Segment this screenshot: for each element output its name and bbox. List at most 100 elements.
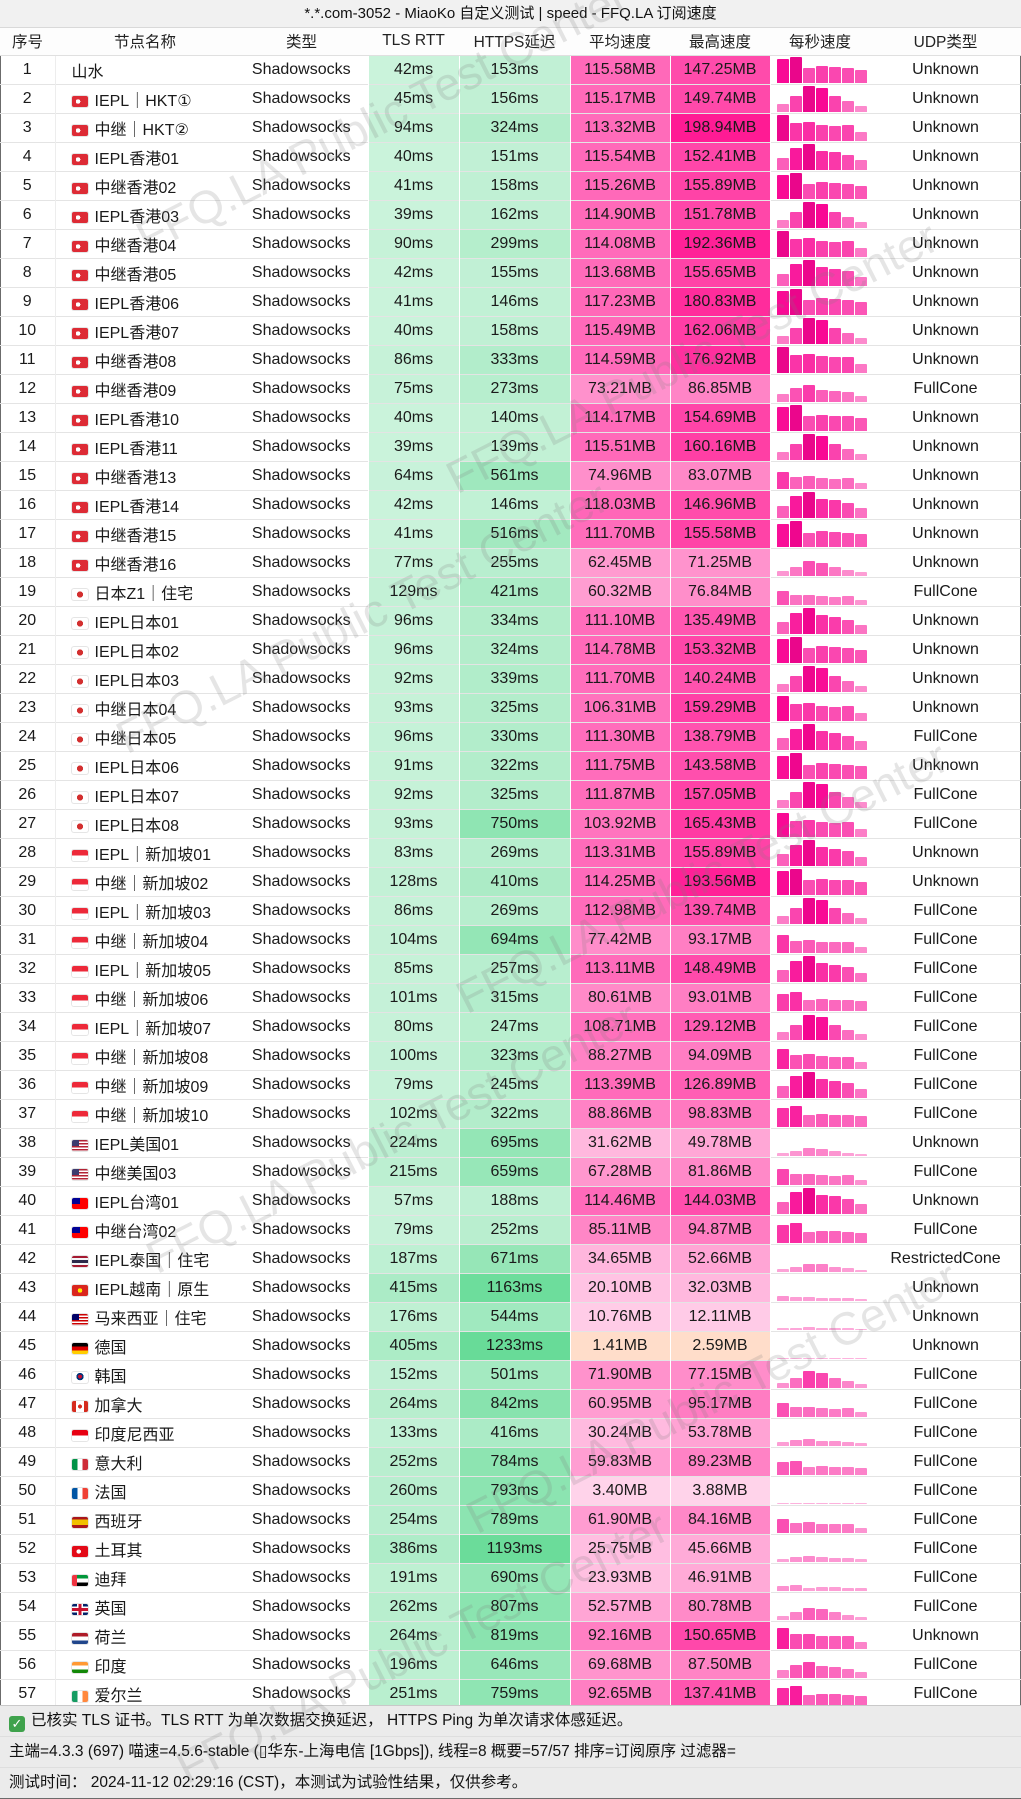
- speed-bar: [828, 1587, 841, 1591]
- speed-bar: [776, 622, 789, 634]
- per-second-speed-cell: [770, 461, 870, 490]
- https-latency-cell: 659ms: [458, 1157, 571, 1186]
- protocol-type-cell: Shadowsocks: [251, 582, 351, 600]
- checkbox-checked-icon: ✓: [9, 1716, 25, 1732]
- speed-bar: [828, 822, 841, 837]
- table-row: 32 IEPL｜新加坡05 Shadowsocks 85ms 257ms 113.11MB…: [0, 954, 1021, 983]
- node-name-text: IEPL香港01: [94, 150, 180, 168]
- speed-bar: [828, 211, 841, 228]
- row-number-cell: 17: [0, 519, 56, 548]
- node-name-cell: IEPL｜新加坡07: [55, 1012, 235, 1041]
- table-row: 53 迪拜 Shadowsocks 191ms 690ms 23.93MB 46.91MB F…: [0, 1563, 1021, 1592]
- avg-speed-cell: 59.83MB: [569, 1447, 671, 1476]
- node-name-cell: 韩国: [55, 1360, 235, 1389]
- speed-bar: [802, 384, 815, 402]
- speed-bar: [776, 871, 789, 895]
- max-speed-cell: 152.41MB: [669, 142, 771, 171]
- speed-bar: [854, 881, 867, 895]
- per-second-speed-cell: [770, 1244, 870, 1273]
- avg-speed-cell: 111.70MB: [569, 519, 671, 548]
- https-latency-cell: 819ms: [458, 1621, 571, 1650]
- node-name-cell: 中继｜新加坡06: [55, 983, 235, 1012]
- row-number-cell: 35: [0, 1041, 56, 1070]
- tls-rtt-cell: 64ms: [367, 461, 460, 490]
- https-latency-cell: 410ms: [458, 867, 571, 896]
- speed-bar: [776, 1225, 789, 1243]
- speed-bars-chart: [771, 984, 871, 1012]
- speed-bar: [815, 356, 828, 373]
- speed-bar: [802, 1231, 815, 1243]
- speed-bar: [828, 964, 841, 982]
- node-name-cell: 马来西亚｜住宅: [55, 1302, 235, 1331]
- avg-speed-cell: 114.90MB: [569, 200, 671, 229]
- speed-bar: [802, 433, 815, 460]
- speed-bars-chart: [771, 1303, 871, 1331]
- table-row: 20 IEPL日本01 Shadowsocks 96ms 334ms 111.10MB 13…: [0, 606, 1021, 635]
- max-speed-cell: 94.87MB: [669, 1215, 771, 1244]
- speed-bar: [802, 1661, 815, 1678]
- speed-bar: [815, 389, 828, 402]
- udp-type-cell: Unknown: [912, 205, 979, 223]
- node-name-text: IEPL美国01: [94, 1136, 180, 1154]
- udp-type-cell: FullCone: [913, 785, 978, 803]
- speed-bar: [789, 1106, 802, 1127]
- udp-type-cell: FullCone: [913, 379, 978, 397]
- speed-bar: [802, 703, 815, 721]
- row-number-cell: 7: [0, 229, 56, 258]
- speed-bar: [802, 1522, 815, 1533]
- speed-bar: [802, 122, 815, 141]
- protocol-type-cell: Shadowsocks: [251, 292, 351, 310]
- max-speed-cell: 49.78MB: [669, 1128, 771, 1157]
- table-row: 44 马来西亚｜住宅 Shadowsocks 176ms 544ms 10.76MB 12.…: [0, 1302, 1021, 1331]
- max-speed-cell: 192.36MB: [669, 229, 771, 258]
- speed-bar: [776, 175, 789, 199]
- udp-type-cell: FullCone: [913, 1220, 978, 1238]
- protocol-type-cell: Shadowsocks: [251, 698, 351, 716]
- speed-bar: [789, 172, 802, 199]
- row-number-cell: 9: [0, 287, 56, 316]
- per-second-speed-cell: [770, 925, 870, 954]
- node-name-cell: 印度尼西亚: [55, 1418, 235, 1447]
- speed-bar: [776, 1382, 789, 1388]
- sg-flag-icon: [71, 994, 88, 1006]
- https-latency-cell: 334ms: [458, 606, 571, 635]
- speed-bar: [854, 1179, 867, 1185]
- tls-rtt-cell: 254ms: [367, 1505, 460, 1534]
- table-row: 6 IEPL香港03 Shadowsocks 39ms 162ms 114.90MB 151…: [0, 200, 1021, 229]
- row-number-cell: 5: [0, 171, 56, 200]
- speed-bar: [828, 616, 841, 634]
- table-row: 26 IEPL日本07 Shadowsocks 92ms 325ms 111.87MB 15…: [0, 780, 1021, 809]
- speed-bars-chart: [771, 607, 871, 635]
- speed-bar: [776, 639, 789, 663]
- tls-rtt-cell: 94ms: [367, 113, 460, 142]
- node-name-cell: 中继日本05: [55, 722, 235, 751]
- speed-bar: [776, 451, 789, 460]
- speed-bar: [854, 1232, 867, 1243]
- speed-bar: [815, 498, 828, 518]
- speed-bar: [841, 478, 854, 489]
- speed-bar: [789, 960, 802, 982]
- https-latency-cell: 255ms: [458, 548, 571, 577]
- node-name-cell: IEPL日本01: [55, 606, 235, 635]
- https-latency-cell: 807ms: [458, 1592, 571, 1621]
- row-number-cell: 8: [0, 258, 56, 287]
- speed-bar: [802, 1297, 815, 1301]
- speed-bar: [841, 1558, 854, 1562]
- udp-type-cell: FullCone: [913, 1017, 978, 1035]
- https-latency-cell: 544ms: [458, 1302, 571, 1331]
- speed-bar: [828, 732, 841, 750]
- node-name-cell: 德国: [55, 1331, 235, 1360]
- speed-bar: [802, 939, 815, 953]
- node-name-text: 中继｜HKT②: [94, 121, 189, 139]
- udp-type-cell: Unknown: [912, 640, 979, 658]
- node-name-text: IEPL｜新加坡07: [94, 1020, 212, 1038]
- tls-rtt-cell: 262ms: [367, 1592, 460, 1621]
- per-second-speed-cell: [770, 1012, 870, 1041]
- udp-type-cell: Unknown: [912, 176, 979, 194]
- hk-flag-icon: [71, 327, 88, 339]
- speed-bar: [815, 298, 828, 315]
- us-flag-icon: [71, 1168, 88, 1180]
- speed-bar: [802, 1263, 815, 1272]
- speed-bar: [776, 407, 789, 431]
- tls-rtt-cell: 252ms: [367, 1447, 460, 1476]
